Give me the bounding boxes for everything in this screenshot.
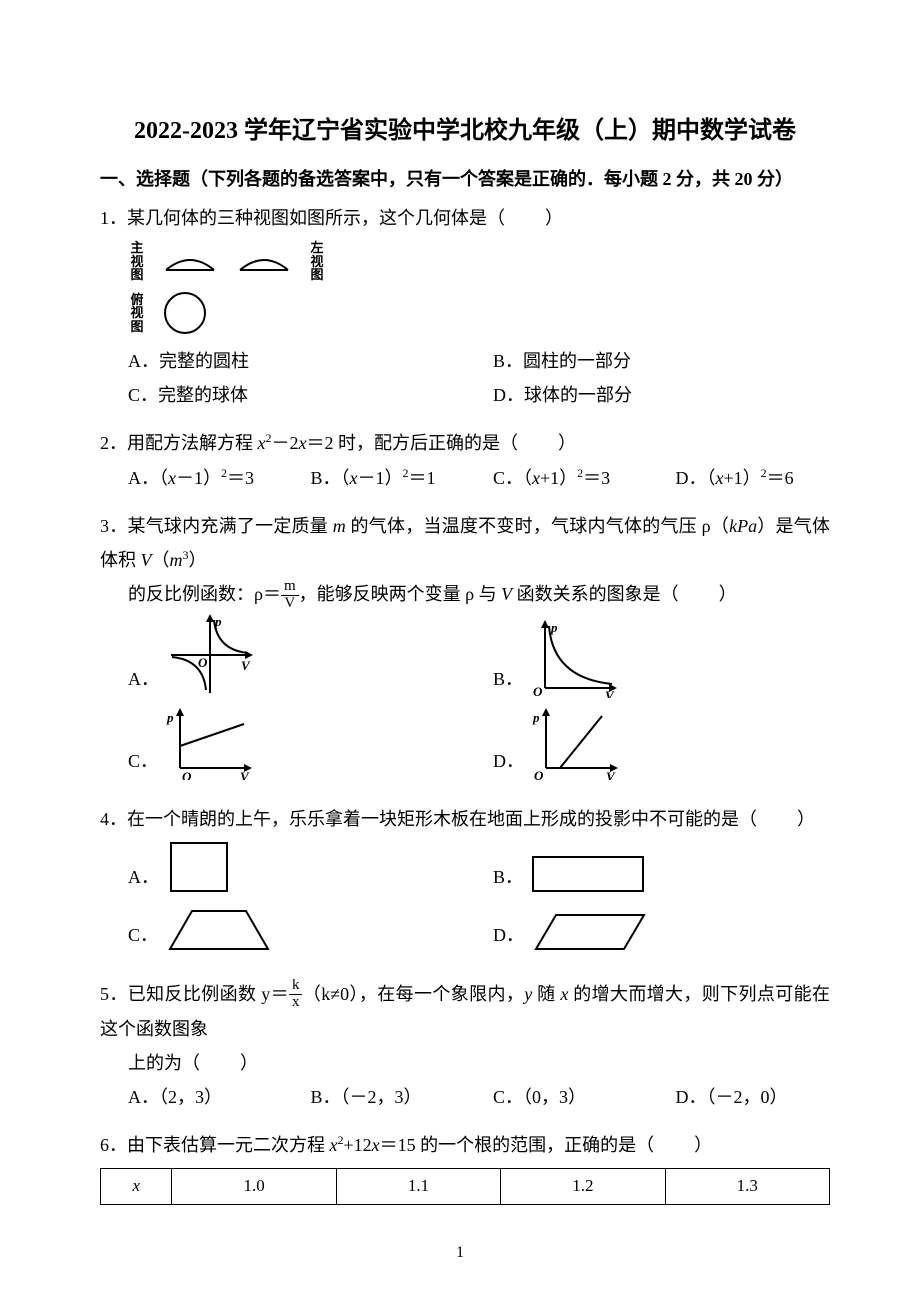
q6-stem-c: ＝15 的一个根的范围，正确的是（ bbox=[380, 1135, 655, 1155]
table-cell: 1.1 bbox=[336, 1169, 500, 1204]
svg-text:p: p bbox=[166, 710, 174, 725]
q2-opt-b: B．（x－1）2＝1 bbox=[283, 461, 466, 495]
q6-stem-d: ） bbox=[694, 1135, 712, 1155]
page-title: 2022-2023 学年辽宁省实验中学北校九年级（上）期中数学试卷 bbox=[100, 110, 830, 145]
q2-opt-c: C．（x+1）2＝3 bbox=[465, 461, 648, 495]
table-cell: 1.0 bbox=[172, 1169, 336, 1204]
svg-text:O: O bbox=[182, 769, 192, 780]
svg-text:V: V bbox=[606, 769, 616, 780]
question-6: 6．由下表估算一元二次方程 x2+12x＝15 的一个根的范围，正确的是（） x… bbox=[100, 1128, 830, 1204]
left-view-icon bbox=[234, 248, 294, 276]
q3-chart-c-icon: p O V bbox=[164, 706, 254, 780]
q5-stem-b: ，在每一个象限内， bbox=[359, 984, 524, 1004]
q3-chart-d-icon: p O V bbox=[530, 706, 620, 780]
q1-options: A．完整的圆柱 B．圆柱的一部分 C．完整的球体 D．球体的一部分 bbox=[100, 344, 830, 412]
q5-line2-a: 上的为（ bbox=[128, 1053, 200, 1073]
svg-text:O: O bbox=[534, 768, 544, 780]
q3-options: A． p O V B． p O bbox=[100, 612, 830, 788]
svg-text:V: V bbox=[605, 688, 615, 698]
q2-options: A．（x－1）2＝3 B．（x－1）2＝1 C．（x+1）2＝3 D．（x+1）… bbox=[100, 461, 830, 495]
svg-text:p: p bbox=[532, 710, 540, 725]
q4-opt-b: B． bbox=[465, 853, 830, 897]
q3-opt-b: B． p O V bbox=[465, 618, 830, 698]
svg-text:O: O bbox=[533, 684, 543, 698]
q4-opt-c: C． bbox=[100, 905, 465, 955]
q5-options: A．（2，3） B．（－2，3） C．（0，3） D．（－2，0） bbox=[100, 1080, 830, 1114]
q4-opt-d: D． bbox=[465, 909, 830, 955]
q3-line2-c: 函数关系的图象是（ bbox=[512, 584, 679, 604]
table-row: x 1.0 1.1 1.2 1.3 bbox=[101, 1169, 830, 1204]
q4-stem-b: ） bbox=[797, 809, 815, 829]
q4-shape-d-icon bbox=[530, 909, 650, 955]
q4-options: A． B． C． D． bbox=[100, 837, 830, 963]
q3-kpa: kPa bbox=[729, 516, 757, 536]
table-cell: 1.3 bbox=[665, 1169, 829, 1204]
label-main-view: 主视图 bbox=[128, 241, 146, 282]
q2-stem-a: 2．用配方法解方程 bbox=[100, 433, 258, 453]
q5-stem-a: 5．已知反比例函数 bbox=[100, 984, 261, 1004]
q1-opt-b: B．圆柱的一部分 bbox=[465, 344, 830, 378]
q2-stem-b: －2 bbox=[272, 433, 299, 453]
q3-line2-b: ，能够反映两个变量 ρ 与 bbox=[299, 584, 501, 604]
q5-kneq: （k≠0） bbox=[302, 984, 358, 1004]
q1-figure: 主视图 左视图 俯视图 bbox=[128, 241, 830, 338]
q1-opt-c: C．完整的球体 bbox=[100, 378, 465, 412]
label-top-view: 俯视图 bbox=[128, 293, 146, 334]
question-5: 5．已知反比例函数 y＝kx（k≠0），在每一个象限内，y 随 x 的增大而增大… bbox=[100, 977, 830, 1115]
q5-opt-b: B．（－2，3） bbox=[283, 1080, 466, 1114]
q4-shape-a-icon bbox=[165, 837, 235, 897]
q3-opt-d: D． p O V bbox=[465, 706, 830, 780]
q3-chart-a-icon: p O V bbox=[165, 612, 255, 698]
q4-shape-b-icon bbox=[529, 853, 649, 897]
svg-text:p: p bbox=[550, 620, 558, 635]
q1-stem-b: ） bbox=[545, 208, 563, 228]
main-view-icon bbox=[160, 248, 220, 276]
question-4: 4．在一个晴朗的上午，乐乐拿着一块矩形木板在地面上形成的投影中不可能的是（ ） A… bbox=[100, 802, 830, 962]
q6-stem-b: +12 bbox=[344, 1135, 372, 1155]
q5-opt-a: A．（2，3） bbox=[100, 1080, 283, 1114]
table-cell: 1.2 bbox=[501, 1169, 665, 1204]
svg-text:V: V bbox=[241, 658, 251, 673]
q1-opt-a: A．完整的圆柱 bbox=[100, 344, 465, 378]
section-heading: 一、选择题（下列各题的备选答案中，只有一个答案是正确的．每小题 2 分，共 20… bbox=[100, 165, 830, 191]
svg-text:p: p bbox=[214, 614, 222, 629]
q5-line2-b: ） bbox=[240, 1053, 258, 1073]
q2-opt-a: A．（x－1）2＝3 bbox=[100, 461, 283, 495]
q2-stem-c: ＝2 时，配方后正确的是（ bbox=[307, 433, 519, 453]
top-view-icon bbox=[160, 288, 210, 338]
svg-text:O: O bbox=[198, 655, 208, 670]
q3-opt-a: A． p O V bbox=[100, 612, 465, 698]
q3-line2-d: ） bbox=[719, 584, 737, 604]
table-cell: x bbox=[101, 1169, 172, 1204]
q4-stem-a: 4．在一个晴朗的上午，乐乐拿着一块矩形木板在地面上形成的投影中不可能的是（ bbox=[100, 809, 757, 829]
question-1: 1．某几何体的三种视图如图所示，这个几何体是（ ） 主视图 左视图 俯视图 A．完… bbox=[100, 201, 830, 412]
q3-stem-a: 3．某气球内充满了一定质量 bbox=[100, 516, 333, 536]
question-2: 2．用配方法解方程 x2－2x＝2 时，配方后正确的是（） A．（x－1）2＝3… bbox=[100, 426, 830, 494]
question-3: 3．某气球内充满了一定质量 m 的气体，当温度不变时，气球内气体的气压 ρ（kP… bbox=[100, 509, 830, 789]
q3-line2-a: 的反比例函数：ρ＝ bbox=[128, 584, 281, 604]
q3-stem-e: ） bbox=[189, 550, 207, 570]
q5-stem-c: 随 bbox=[532, 984, 560, 1004]
q6-table: x 1.0 1.1 1.2 1.3 bbox=[100, 1168, 830, 1204]
q1-stem: 1．某几何体的三种视图如图所示，这个几何体是（ bbox=[100, 208, 505, 228]
label-left-view: 左视图 bbox=[308, 241, 326, 282]
q3-chart-b-icon: p O V bbox=[529, 618, 619, 698]
q4-shape-c-icon bbox=[164, 905, 274, 955]
page-number: 1 bbox=[0, 1244, 920, 1262]
q2-opt-d: D．（x+1）2＝6 bbox=[648, 461, 831, 495]
q3-stem-b: 的气体，当温度不变时，气球内气体的气压 ρ（ bbox=[346, 516, 729, 536]
q5-yeq: y＝ bbox=[261, 984, 289, 1004]
q5-opt-d: D．（－2，0） bbox=[648, 1080, 831, 1114]
q2-stem-d: ） bbox=[558, 433, 576, 453]
q3-stem-d: （ bbox=[152, 550, 170, 570]
q6-stem-a: 6．由下表估算一元二次方程 bbox=[100, 1135, 330, 1155]
q1-opt-d: D．球体的一部分 bbox=[465, 378, 830, 412]
q4-opt-a: A． bbox=[100, 837, 465, 897]
svg-text:V: V bbox=[240, 769, 250, 780]
q5-opt-c: C．（0，3） bbox=[465, 1080, 648, 1114]
q3-opt-c: C． p O V bbox=[100, 706, 465, 780]
